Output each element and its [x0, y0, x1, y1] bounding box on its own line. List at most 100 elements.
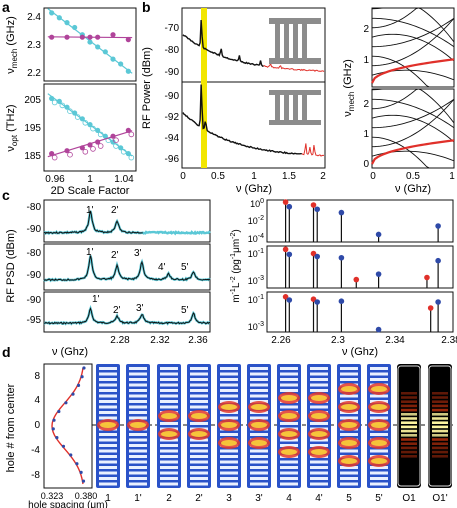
data-point-open-magenta — [97, 143, 104, 149]
beam-slot — [99, 471, 117, 475]
beam-slot — [99, 405, 117, 409]
comb-icon-bottom — [269, 90, 321, 125]
beam-slot — [340, 477, 358, 480]
hole-spacing-point — [55, 436, 59, 440]
beam-slot — [220, 455, 238, 458]
beam-slot — [190, 389, 208, 392]
d-ytick-2: 4 — [34, 395, 40, 406]
psd-trace-cyan — [43, 210, 211, 236]
mode-image-2: 1' — [126, 364, 150, 504]
beam-slot — [310, 466, 328, 469]
mode-hotspot-core — [221, 404, 237, 410]
dispersion-band-red — [371, 58, 455, 84]
br-bot-ytick-1: 2 — [363, 99, 369, 110]
d-ytick-5: -8 — [31, 470, 40, 481]
data-point-cyan — [125, 68, 131, 74]
beam-slot — [190, 378, 208, 381]
b-bot-ytick-2: -92 — [165, 112, 180, 123]
cr-ylabel: m-1L-2 (pg-1μm-2) — [230, 229, 242, 303]
data-point-cyan — [95, 127, 101, 133]
optical-mode-bar — [432, 413, 448, 416]
cl-xlabel: ν (Ghz) — [52, 346, 88, 358]
optical-mode-bar — [401, 425, 417, 429]
panel-label-a: a — [2, 0, 10, 15]
panel-a: 2.4 2.3 2.2 205 195 185 0.96 1 1.04 2D S… — [5, 7, 137, 197]
a-bot-ytick-1: 205 — [24, 95, 41, 106]
mode-label: 4 — [286, 493, 292, 504]
cr-xtick-3: 2.34 — [385, 335, 405, 346]
beam-slot — [190, 405, 208, 409]
data-point-cyan — [110, 56, 116, 62]
beam-slot — [280, 477, 298, 480]
optical-mode-bar — [432, 438, 448, 441]
cl-r2-peak-3: 3' — [134, 248, 142, 259]
optical-mode-bar — [401, 396, 417, 399]
beam-slot — [250, 433, 268, 436]
mode-image-12: O1' — [428, 364, 452, 504]
d-ytick-4: -4 — [31, 445, 40, 456]
dispersion-band — [371, 17, 455, 48]
spectrum-trace — [182, 20, 264, 67]
beam-slot — [129, 460, 147, 464]
cl-xtick-1: 2.28 — [110, 335, 130, 346]
b-xtick-3: 1 — [251, 171, 257, 182]
beam-slot — [160, 405, 178, 409]
beam-slot — [340, 416, 358, 420]
stem-marker — [427, 305, 434, 311]
beam-slot — [370, 367, 388, 370]
beam-slot — [99, 400, 117, 403]
mode-image-7: 4 — [277, 364, 301, 504]
beam-slot — [220, 449, 238, 453]
c-left-traces — [43, 210, 211, 326]
mode-hotspot-core — [251, 440, 267, 446]
beam-slot — [220, 383, 238, 387]
beam-slot — [220, 433, 238, 436]
data-point-open-cyan — [90, 125, 96, 132]
beam-slot — [250, 482, 268, 486]
cl-r3-peak-4: 5' — [181, 305, 189, 316]
data-point-magenta — [125, 37, 131, 43]
d-mode-images: 1 1' 2 2' 3 3' 4 4' 5 5' O1 O1' — [96, 364, 452, 504]
beam-slot — [190, 367, 208, 370]
dispersion-band — [371, 88, 454, 110]
stem-marker — [286, 251, 293, 258]
mode-label: 3 — [226, 493, 232, 504]
cr-xtick-1: 2.26 — [271, 335, 291, 346]
data-point-magenta — [64, 34, 70, 40]
mode-hotspot-core — [371, 458, 387, 464]
mode-hotspot-core — [221, 440, 237, 446]
optical-mode-bar — [432, 450, 448, 454]
data-point-cyan — [49, 10, 55, 16]
beam-slot — [340, 394, 358, 398]
beam-slot — [250, 471, 268, 475]
b-xlabel: ν (Ghz) — [236, 183, 272, 195]
beam-slot — [129, 367, 147, 370]
beam-slot — [370, 471, 388, 475]
panel-b-dispersion — [371, 7, 455, 169]
beam-slot — [190, 449, 208, 453]
d-left-frame — [43, 363, 93, 489]
beam-slot — [99, 378, 117, 381]
cr-xtick-4: 2.38 — [441, 335, 457, 346]
data-point-open-cyan — [82, 120, 89, 126]
optical-mode-bar — [432, 400, 448, 403]
stem-marker — [353, 276, 360, 283]
a-xtick-3: 1.04 — [114, 174, 134, 185]
cr-xtick-2: 2.3 — [331, 335, 345, 346]
beam-slot — [129, 405, 147, 409]
data-point-open-cyan — [97, 131, 104, 138]
beam-slot — [340, 466, 358, 469]
dispersion-band — [371, 98, 455, 129]
mode-hotspot-core — [281, 413, 297, 419]
b-xtick-4: 1.5 — [282, 171, 296, 182]
cl-r3-peak-1: 1' — [92, 294, 100, 305]
beam-slot — [250, 367, 268, 370]
beam-slot — [160, 422, 178, 425]
beam-slot — [160, 477, 178, 480]
beam-slot — [160, 455, 178, 458]
beam-slot — [160, 400, 178, 403]
beam-slot — [310, 405, 328, 409]
data-point-magenta — [64, 148, 70, 154]
beam-slot — [99, 482, 117, 486]
optical-mode-bar — [432, 417, 448, 420]
